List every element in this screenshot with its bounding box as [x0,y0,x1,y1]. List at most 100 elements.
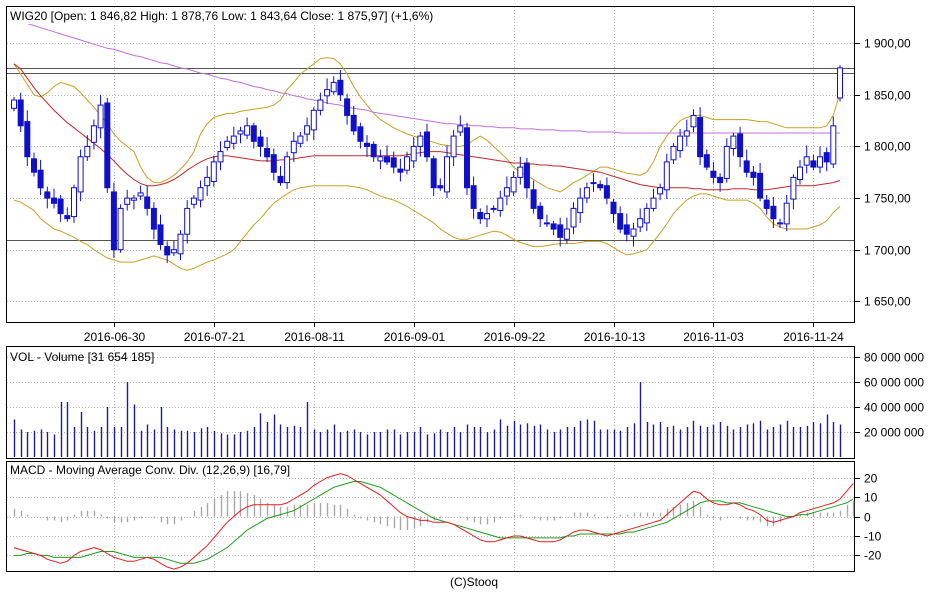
candle-down [57,198,64,215]
price-y-tick-label: 1 800,00 [864,140,911,154]
price-y-tick-label: 1 650,00 [864,295,911,309]
candle-down [397,168,404,173]
candle-down [710,170,717,178]
volume-header: VOL - Volume [31 654 185] [10,350,154,364]
candle-down [110,191,117,251]
candle-down [623,224,630,235]
candle-down [24,121,31,158]
macd-grid [7,462,854,571]
volume-y-axis: 20 000 000 40 000 000 60 000 000 80 000 000 [854,351,924,440]
candle-down [344,98,351,116]
candle-down [610,201,617,215]
candle-up [730,135,737,150]
price-y-tick-label: 1 900,00 [864,37,911,51]
candle-down [477,212,484,220]
candle-down [557,224,564,238]
macd-y-tick-label: 10 [864,491,878,505]
candle-up [630,228,637,237]
candle-down [823,152,830,163]
candle-up [304,125,311,135]
candle-down [337,79,344,96]
candle-up [210,161,217,182]
price-x-tick-label: 2016-09-22 [484,330,546,344]
candle-up [204,176,211,187]
candle-down [277,175,284,184]
candle-up [124,197,131,205]
candle-down [270,154,277,173]
macd-y-tick-label: 20 [864,472,878,486]
candle-down [31,158,37,173]
candle-up [297,135,304,144]
candle-up [797,166,803,181]
candle-down [697,117,704,158]
candle-down [617,213,624,230]
price-y-tick-label: 1 700,00 [864,244,911,258]
candle-up [583,187,590,199]
candle-up [450,135,457,158]
candle-down [44,191,51,199]
candle-down [703,154,710,168]
macd-y-tick-label: 0 [864,511,871,525]
candle-up [837,67,843,99]
candle-down [104,102,111,189]
price-reference-lines [7,68,854,241]
candle-up [224,140,231,149]
macd-panel: -20 -10 0 10 20 MACD - Moving Average Conv. … [6,461,882,572]
candle-up [71,187,77,218]
candle-down [750,171,757,178]
candle-down [430,158,437,189]
candle-up [590,182,597,185]
price-x-tick-label: 2016-09-01 [384,330,446,344]
candle-up [197,187,204,201]
volume-bars [13,382,842,457]
candle-down [364,142,370,147]
candle-down [763,199,770,209]
candle-down [537,205,544,220]
price-x-tick-label: 2016-06-30 [84,330,146,344]
candle-down [37,169,44,189]
price-header: WIG20 [Open: 1 846,82 High: 1 878,76 Low… [10,9,433,23]
candle-up [90,125,97,143]
price-candles [11,65,843,264]
candle-up [817,156,823,168]
candle-up [190,197,197,205]
candle-up [310,109,317,131]
candle-down [770,205,777,220]
candle-up [783,202,790,225]
candle-up [457,125,464,133]
price-y-tick-label: 1 750,00 [864,192,911,206]
volume-y-tick-label: 20 000 000 [864,426,924,440]
candle-up [324,89,331,97]
candle-up [570,207,577,228]
candle-down [157,224,164,245]
macd-lines [13,473,854,570]
macd-y-axis: -20 -10 0 10 20 [854,472,882,563]
candle-up [830,125,837,165]
price-x-tick-label: 2016-11-24 [783,330,844,344]
candle-down [523,162,530,189]
candle-up [97,104,104,129]
candle-down [390,157,397,168]
candle-up [444,156,450,193]
candle-up [177,233,184,255]
candle-down [264,148,271,158]
macd-y-tick-label: -10 [864,530,882,544]
price-header-bg [8,9,480,24]
candle-down [257,136,264,147]
candle-up [417,135,424,147]
candle-up [217,151,224,163]
candle-up [577,197,584,214]
candle-up [510,176,517,193]
candle-up [410,145,417,162]
candle-down [470,185,477,209]
candle-up [230,135,237,144]
macd-header: MACD - Moving Average Conv. Div. (12,26,… [10,463,290,477]
candle-down [424,131,430,158]
candle-up [563,228,570,240]
candle-up [657,187,664,195]
candle-up [284,156,291,184]
candle-up [317,99,324,111]
candle-down [384,156,390,163]
candle-down [350,114,357,132]
